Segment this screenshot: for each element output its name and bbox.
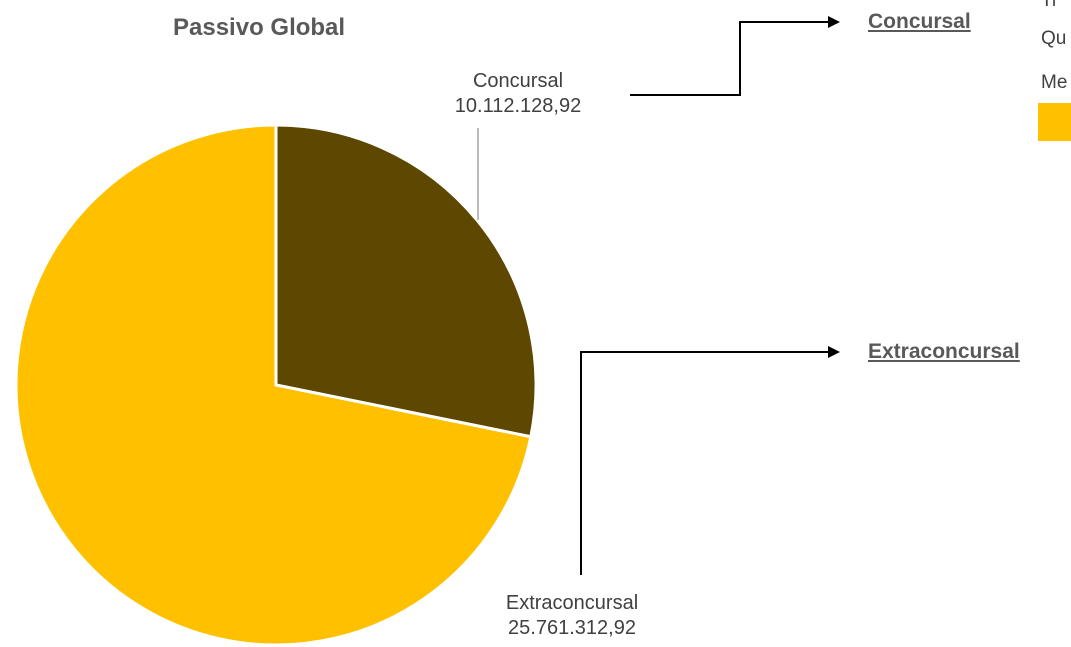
extraconcursal-connector <box>580 351 828 575</box>
extraconcursal-slice-label: Extraconcursal 25.761.312,92 <box>472 591 672 641</box>
pie-slice-concursal <box>274 123 538 439</box>
concursal-value-label: 10.112.128,92 <box>454 95 582 117</box>
side-panel-line-1: Tr <box>1041 0 1059 11</box>
side-panel-swatch <box>1038 103 1071 141</box>
extraconcursal-value-label: 25.761.312,92 <box>508 617 636 639</box>
extraconcursal-link[interactable]: Extraconcursal <box>868 340 1020 363</box>
concursal-slice-label: Concursal 10.112.128,92 <box>418 69 618 119</box>
pie-slice-extraconcursal <box>14 123 533 647</box>
extraconcursal-name-label: Extraconcursal <box>505 592 639 614</box>
concursal-name-label: Concursal <box>472 70 564 92</box>
extraconcursal-arrowhead <box>828 346 840 358</box>
side-panel-line-3: Me <box>1041 72 1068 93</box>
chart-title: Passivo Global <box>173 14 346 41</box>
pie-slices <box>14 123 538 647</box>
concursal-connector <box>630 21 828 96</box>
concursal-link[interactable]: Concursal <box>868 10 971 33</box>
concursal-arrowhead <box>828 16 840 28</box>
side-panel-line-2: Qu <box>1041 28 1067 49</box>
